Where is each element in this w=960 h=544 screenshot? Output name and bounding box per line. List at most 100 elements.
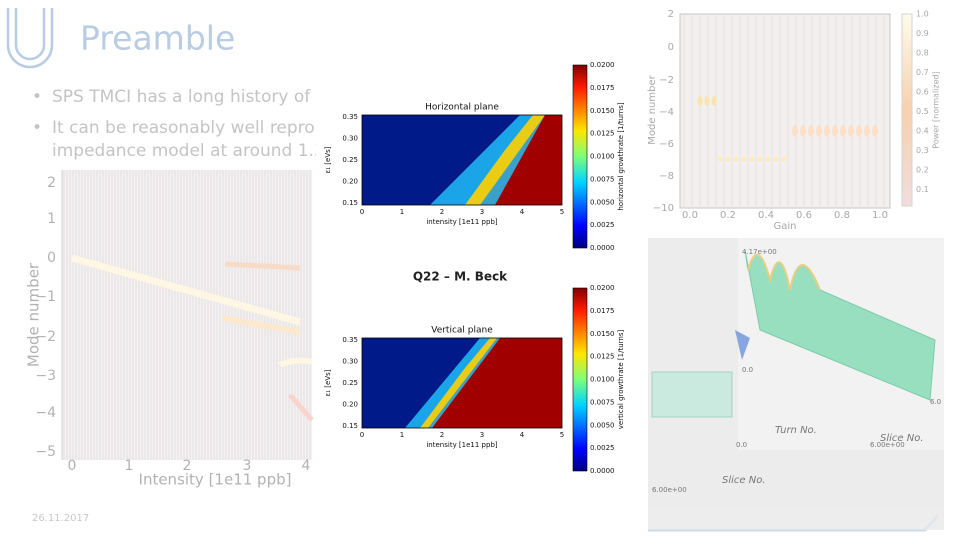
- y-axis-label: ε₁ [eVs]: [324, 146, 332, 173]
- colorbar-tick-label: 0.0150: [590, 330, 615, 338]
- mode-curve: [288, 393, 314, 422]
- colorbar: [572, 64, 588, 249]
- x-tick-label: 0.6: [796, 210, 812, 221]
- colorbar-tick-label: 0.7: [916, 68, 929, 77]
- mode-dot: [808, 125, 814, 137]
- y-tick-label: 1: [47, 211, 56, 227]
- mode-curve: [71, 254, 301, 326]
- y-tick-label: 0: [47, 250, 56, 266]
- x-axis-label: Intensity [1e11 ppb]: [139, 471, 292, 489]
- y-tick-label: −3: [35, 368, 56, 384]
- y-tick-label: 0.25: [342, 379, 358, 387]
- mode-dot: [697, 96, 703, 106]
- mode-dot: [832, 125, 838, 137]
- colorbar-tick-label: 0.0175: [590, 84, 615, 92]
- mode-dot: [840, 125, 846, 137]
- mode-dot: [733, 156, 739, 162]
- colorbar: [572, 287, 588, 472]
- bullet-marker: •: [32, 118, 42, 138]
- mode-dot: [872, 125, 878, 137]
- tick-label: 6.00e+00: [652, 486, 687, 494]
- y-axis-label: Mode number: [25, 262, 43, 367]
- colorbar-tick-label: 0.0100: [590, 376, 615, 384]
- mode-curve: [278, 357, 313, 368]
- mode-dot: [717, 156, 723, 162]
- mode-dot: [711, 96, 717, 106]
- plot-bg: [679, 13, 891, 209]
- x-tick-label: 0: [360, 431, 364, 439]
- colorbar-label: vertical growthrate [1/turns]: [617, 330, 625, 430]
- left-plot: 2 1 0 −1 −2 −3 −4 −5 0 1 2 3 4 Intensity [1e11 ppb] Mo…: [25, 170, 314, 489]
- mode-dot: [725, 156, 731, 162]
- x-axis-label: Gain: [774, 221, 797, 232]
- mode-dot: [864, 125, 870, 137]
- unstable-region: [425, 338, 562, 428]
- y-tick-label: −6: [659, 139, 674, 150]
- x-tick-label: 3: [480, 208, 484, 216]
- y-tick-label: 0.30: [342, 358, 358, 366]
- gain-plot: 2 0 −2 −4 −6 −8 −10 0.0 0.2 0.4 0.6 0.8 1.0 Gain Mode …: [645, 4, 945, 232]
- x-tick-label: 1: [125, 458, 134, 474]
- mode-dot: [765, 156, 771, 162]
- x-tick-label: 5: [560, 431, 564, 439]
- x-tick-label: 1: [400, 431, 404, 439]
- y-tick-label: 0.20: [342, 178, 358, 186]
- mode-dot: [856, 125, 862, 137]
- y-axis-label: ε₁ [eVs]: [324, 369, 332, 396]
- mode-dot: [781, 156, 787, 162]
- heatmap-title: Horizontal plane: [425, 103, 499, 113]
- x-axis-label: intensity [1e11 ppb]: [426, 218, 498, 226]
- tick-label: 6.00e+00: [870, 441, 905, 449]
- mode-dot: [800, 125, 806, 137]
- axis-label: Slice No.: [880, 433, 924, 444]
- mode-dot: [773, 156, 779, 162]
- x-tick-label: 3: [243, 458, 252, 474]
- y-tick-label: −2: [35, 329, 56, 345]
- x-tick-label: 0.2: [720, 210, 736, 221]
- colorbar-label: Power [normalized]: [932, 71, 941, 148]
- y-tick-label: −5: [35, 444, 56, 460]
- mode-dot: [741, 156, 747, 162]
- heatmap-title: Vertical plane: [431, 326, 493, 336]
- x-tick-label: 2: [440, 208, 444, 216]
- surface-peaks: [747, 254, 821, 291]
- y-tick-label: 2: [668, 9, 674, 20]
- mode-curve: [224, 261, 301, 271]
- axis-label: Turn No.: [775, 425, 817, 436]
- date: 26.11.2017: [32, 513, 89, 524]
- colorbar-tick-label: 0.5: [916, 107, 929, 116]
- x-tick-label: 2: [440, 431, 444, 439]
- bullets: • SPS TMCI has a long history of st • It…: [32, 87, 331, 161]
- colorbar-tick-label: 0.0050: [590, 198, 615, 206]
- grid-patch: [651, 371, 733, 418]
- y-tick-label: −1: [35, 289, 56, 305]
- colorbar: [901, 13, 913, 207]
- mode-dot: [749, 156, 755, 162]
- x-tick-label: 1.0: [872, 210, 888, 221]
- colorbar-tick-label: 0.0100: [590, 153, 615, 161]
- x-tick-label: 5: [560, 208, 564, 216]
- mode-dot: [792, 125, 798, 137]
- x-tick-label: 4: [302, 458, 311, 474]
- y-axis-label: Mode number: [647, 74, 658, 144]
- frame: [361, 337, 563, 429]
- colorbar-tick-label: 0.0150: [590, 107, 615, 115]
- surface-dip: [735, 330, 750, 360]
- bullet: It can be reasonably well repro: [52, 118, 315, 138]
- bullet: impedance model at around 1.3: [52, 141, 325, 161]
- y-tick-label: 0.35: [342, 336, 358, 344]
- colorbar-tick-label: 0.0075: [590, 398, 615, 406]
- axis-label: Slice No.: [722, 475, 766, 486]
- colorbar-tick-label: 0.0125: [590, 130, 615, 138]
- colorbar-tick-label: 0.0025: [590, 221, 615, 229]
- x-tick-label: 0: [360, 208, 364, 216]
- x-tick-label: 3: [480, 431, 484, 439]
- y-tick-label: 2: [47, 175, 56, 191]
- colorbar-tick-label: 0.1: [916, 185, 929, 194]
- x-tick-label: 2: [183, 458, 192, 474]
- y-tick-label: 0.30: [342, 135, 358, 143]
- colorbar-tick-label: 0.8: [916, 49, 929, 58]
- x-tick-label: 0.0: [682, 210, 698, 221]
- x-tick-label: 4: [520, 431, 525, 439]
